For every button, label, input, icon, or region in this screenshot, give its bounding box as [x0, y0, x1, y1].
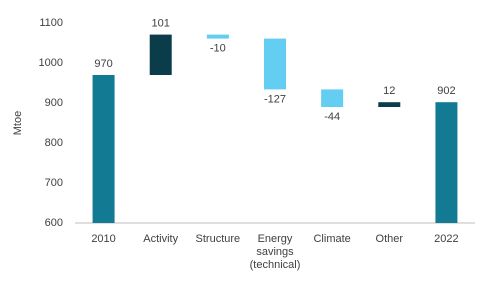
y-tick-label: 700 [45, 177, 63, 189]
x-tick-label: Energy savings (technical) [249, 233, 301, 271]
bar [264, 38, 286, 90]
value-label: 902 [437, 85, 455, 97]
x-tick-label-box: Structure [195, 233, 241, 245]
value-label: 970 [94, 58, 112, 70]
bar [378, 102, 401, 107]
x-tick-label: Structure [195, 233, 241, 245]
value-label: -44 [324, 111, 340, 123]
x-tick-label-box: Energy savings (technical) [249, 233, 301, 271]
x-tick-label-box: 2010 [91, 233, 116, 245]
x-tick-label: Climate [313, 233, 351, 245]
bar [92, 75, 115, 223]
x-tick-label-box: Activity [143, 233, 179, 245]
value-label: 12 [383, 85, 395, 97]
bar [321, 89, 344, 107]
bar [435, 102, 458, 223]
value-label: -127 [264, 93, 286, 105]
bar [206, 34, 229, 39]
value-label: -10 [210, 43, 226, 55]
value-label: 101 [152, 18, 170, 30]
y-tick-label: 1000 [39, 57, 63, 69]
x-tick-label-box: Climate [313, 233, 351, 245]
x-tick-label: Activity [143, 233, 179, 245]
x-tick-label-box: Other [375, 233, 404, 245]
x-tick-label: 2022 [434, 233, 459, 245]
y-axis-label: Mtoe [12, 111, 24, 135]
y-tick-label: 1100 [39, 17, 63, 29]
y-tick-label: 600 [45, 217, 63, 229]
bar [149, 34, 172, 75]
y-tick-label: 900 [45, 97, 63, 109]
x-tick-label: Other [375, 233, 404, 245]
x-tick-label-box: 2022 [434, 233, 459, 245]
y-tick-label: 800 [45, 137, 63, 149]
x-tick-label: 2010 [91, 233, 116, 245]
